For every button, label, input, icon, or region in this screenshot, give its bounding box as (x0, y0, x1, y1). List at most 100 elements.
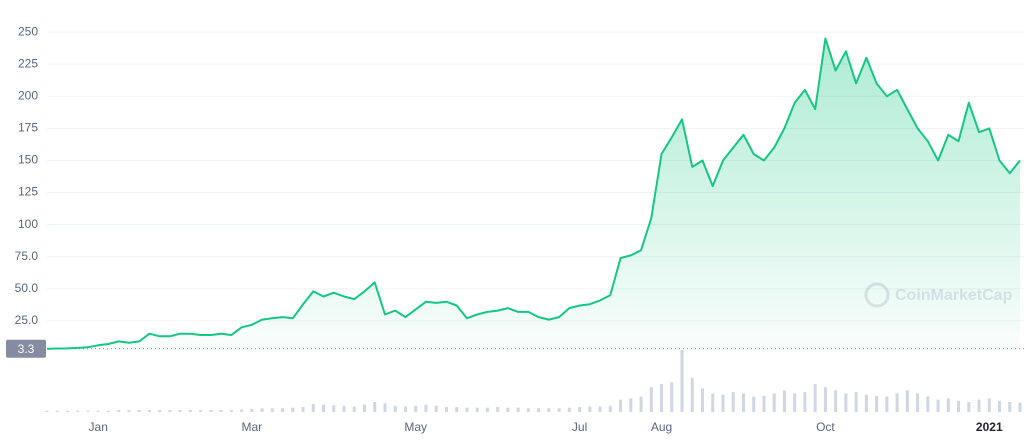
volume-bar (977, 399, 981, 412)
volume-bar (414, 405, 418, 412)
volume-bar (762, 395, 766, 412)
x-tick-label: Jul (572, 420, 587, 434)
volume-bar (363, 404, 367, 412)
volume-bar (711, 393, 715, 412)
volume-bar (301, 407, 305, 412)
volume-bar (455, 407, 459, 412)
volume-bar (772, 393, 776, 412)
volume-bar (598, 406, 602, 412)
volume-bar (106, 410, 110, 412)
volume-bar (567, 407, 571, 412)
volume-bar (639, 396, 643, 412)
volume-bar (998, 400, 1002, 412)
volume-bar (844, 393, 848, 412)
volume-bar (588, 406, 592, 412)
volume-bar (76, 410, 80, 412)
x-tick-label: May (404, 420, 427, 434)
volume-bar (547, 408, 551, 412)
y-tick-label: 100 (18, 217, 38, 231)
volume-bar (875, 395, 879, 412)
volume-bar (465, 407, 469, 412)
volume-bar (690, 377, 694, 412)
volume-bar (578, 407, 582, 412)
volume-bar (352, 406, 356, 412)
volume-bar (936, 399, 940, 412)
volume-bar (649, 387, 653, 412)
volume-bar (741, 393, 745, 412)
volume-bar (680, 350, 684, 412)
volume-bar (506, 407, 510, 412)
y-tick-label: 175 (18, 121, 38, 135)
volume-bar (55, 410, 59, 412)
volume-bar (281, 408, 285, 412)
volume-bar (537, 408, 541, 412)
volume-bar (373, 402, 377, 412)
area-fill (47, 38, 1020, 353)
x-tick-label: Oct (816, 420, 835, 434)
baseline-label: 3.3 (18, 342, 35, 356)
volume-bar (619, 399, 623, 412)
volume-bar (782, 390, 786, 412)
volume-bar (444, 407, 448, 412)
volume-bar (629, 398, 633, 412)
volume-bar (270, 408, 274, 412)
volume-bar (240, 409, 244, 412)
volume-bar (926, 396, 930, 412)
volume-bar (752, 396, 756, 412)
baseline-box (6, 339, 46, 358)
volume-bar (967, 402, 971, 412)
y-tick-label: 225 (18, 56, 38, 70)
volume-bar (731, 392, 735, 412)
volume-bar (516, 407, 520, 412)
volume-bar (1018, 402, 1022, 412)
volume-bar (608, 405, 612, 412)
x-tick-label: Aug (651, 420, 672, 434)
volume-bar (957, 400, 961, 412)
volume-bar (987, 398, 991, 412)
volume-bar (147, 410, 151, 412)
volume-bar (137, 410, 141, 412)
volume-bar (393, 405, 397, 412)
volume-bar (188, 410, 192, 412)
volume-bar (916, 393, 920, 412)
volume-bar (834, 390, 838, 412)
volume-bar (86, 410, 90, 412)
y-tick-label: 200 (18, 88, 38, 102)
volume-bar (485, 407, 489, 412)
watermark: CoinMarketCap (864, 282, 1013, 308)
volume-bar (905, 390, 909, 412)
volume-bar (229, 410, 233, 412)
volume-bar (660, 384, 664, 412)
volume-bar (823, 387, 827, 412)
volume-bar (209, 410, 213, 412)
volume-bar (496, 407, 500, 412)
volume-bar (96, 410, 100, 412)
volume-bar (813, 384, 817, 412)
volume-bar (670, 382, 674, 412)
volume-bar (721, 394, 725, 412)
volume-bar (434, 405, 438, 412)
y-tick-label: 125 (18, 185, 38, 199)
volume-bar (700, 388, 704, 412)
volume-bar (219, 410, 223, 412)
volume-bar (291, 407, 295, 412)
y-tick-label: 25.0 (15, 313, 39, 327)
volume-bar (322, 404, 326, 412)
watermark-text: CoinMarketCap (895, 287, 1013, 304)
volume-bar (158, 410, 162, 412)
volume-bar (885, 396, 889, 412)
volume-bar (65, 410, 69, 412)
y-tick-label: 50.0 (15, 281, 39, 295)
y-tick-label: 75.0 (15, 249, 39, 263)
volume-bar (424, 404, 428, 412)
volume-bar (127, 410, 131, 412)
volume-bar (199, 410, 203, 412)
volume-bar (475, 407, 479, 412)
volume-bar (342, 405, 346, 412)
volume-bar (332, 405, 336, 412)
volume-bar (557, 408, 561, 412)
volume-bar (383, 403, 387, 412)
volume-bar (1008, 402, 1012, 412)
volume-bar (311, 403, 315, 412)
